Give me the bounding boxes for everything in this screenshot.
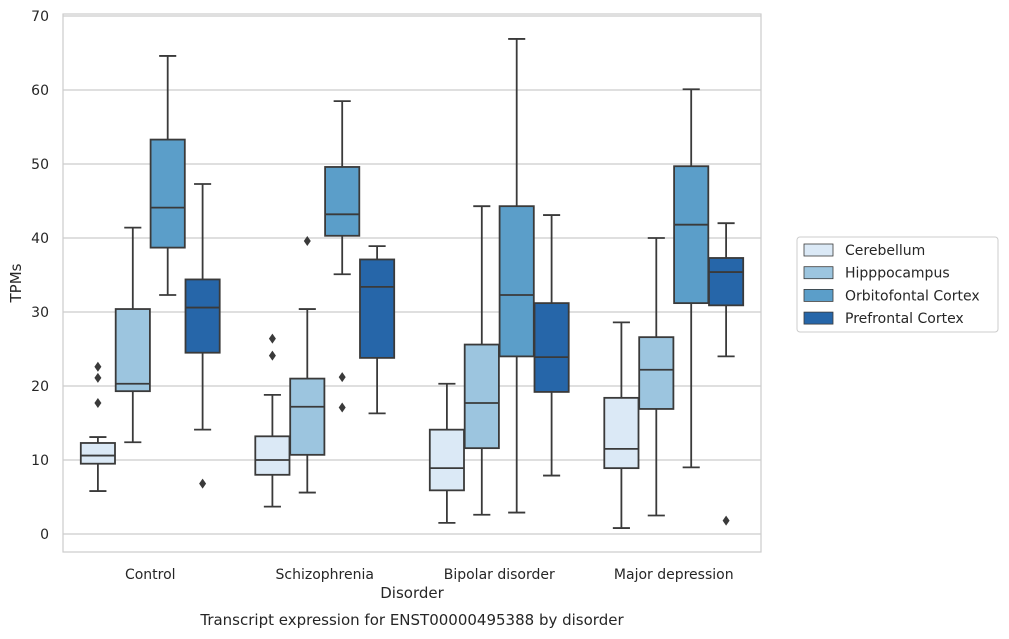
box bbox=[428, 428, 465, 492]
legend-label: Hipppocampus bbox=[845, 266, 950, 282]
y-tick-label: 40 bbox=[31, 231, 49, 247]
grid-lines bbox=[63, 15, 761, 535]
legend-label: Orbitofontal Cortex bbox=[845, 288, 980, 304]
box bbox=[673, 165, 710, 305]
y-tick-label: 70 bbox=[31, 9, 49, 25]
box bbox=[638, 336, 675, 410]
x-tick-labels: Control Schizophrenia Bipolar disorder Majo… bbox=[125, 567, 734, 583]
box bbox=[184, 278, 221, 354]
outlier-point bbox=[338, 402, 346, 413]
box bbox=[708, 257, 745, 307]
box bbox=[79, 442, 116, 465]
chart-caption: Transcript expression for ENST0000049538… bbox=[199, 611, 624, 629]
box bbox=[533, 302, 570, 393]
y-tick-labels: 0 10 20 30 40 50 60 70 bbox=[31, 9, 49, 543]
outlier-point bbox=[199, 478, 207, 489]
plot-background bbox=[63, 14, 761, 552]
box bbox=[359, 258, 396, 359]
y-tick-label: 60 bbox=[31, 83, 49, 99]
outlier-point bbox=[94, 398, 102, 409]
legend-label: Prefrontal Cortex bbox=[845, 311, 964, 327]
x-tick-label: Major depression bbox=[614, 567, 734, 583]
legend-swatch bbox=[803, 266, 834, 280]
box bbox=[603, 396, 640, 470]
x-tick-label: Control bbox=[125, 567, 176, 583]
y-tick-label: 20 bbox=[31, 379, 49, 395]
series-prefrontal-cortex bbox=[184, 183, 745, 526]
y-axis-title: TPMs bbox=[7, 263, 25, 303]
box bbox=[149, 138, 186, 249]
legend-label: Cerebellum bbox=[845, 243, 925, 259]
series-cerebellum bbox=[79, 321, 640, 529]
box bbox=[114, 308, 151, 393]
outlier-point bbox=[268, 350, 276, 361]
box bbox=[254, 435, 291, 476]
outlier-point bbox=[94, 372, 102, 383]
outlier-point bbox=[94, 361, 102, 372]
x-tick-label: Schizophrenia bbox=[276, 567, 374, 583]
series-hipppocampus bbox=[114, 205, 675, 517]
legend-swatch bbox=[803, 311, 834, 325]
legend-frame bbox=[796, 236, 999, 333]
series-orbitofontal-cortex bbox=[149, 38, 710, 514]
y-tick-label: 0 bbox=[40, 527, 49, 543]
x-axis-title: Disorder bbox=[380, 584, 444, 602]
plot-frame bbox=[62, 13, 762, 553]
box-series bbox=[79, 38, 745, 529]
box bbox=[324, 166, 361, 237]
box bbox=[498, 205, 535, 358]
box bbox=[289, 377, 326, 456]
y-tick-label: 30 bbox=[31, 305, 49, 321]
outlier-point bbox=[722, 515, 730, 526]
x-tick-label: Bipolar disorder bbox=[444, 567, 555, 583]
y-tick-label: 10 bbox=[31, 453, 49, 469]
outlier-point bbox=[268, 333, 276, 344]
legend-swatch bbox=[803, 243, 834, 257]
outlier-point bbox=[303, 235, 311, 246]
legend: Cerebellum Hipppocampus Orbitofontal Corte… bbox=[796, 236, 999, 333]
box bbox=[463, 343, 500, 450]
legend-swatch bbox=[803, 288, 834, 302]
y-tick-label: 50 bbox=[31, 157, 49, 173]
outlier-point bbox=[338, 372, 346, 383]
